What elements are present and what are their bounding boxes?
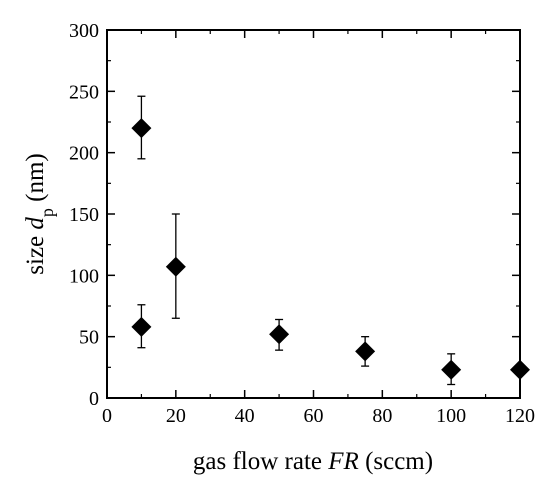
y-tick-label: 200 bbox=[69, 143, 99, 165]
y-tick-label: 50 bbox=[79, 327, 99, 349]
y-tick-label: 100 bbox=[69, 265, 99, 287]
axis-ticks bbox=[106, 29, 521, 399]
y-tick-label: 0 bbox=[89, 388, 99, 410]
y-axis-label: size dp (nm) bbox=[22, 153, 57, 274]
data-point bbox=[131, 118, 152, 139]
data-markers bbox=[131, 118, 530, 380]
x-tick-label: 40 bbox=[235, 405, 255, 427]
data-point bbox=[441, 359, 462, 380]
data-point bbox=[269, 324, 290, 345]
data-point bbox=[355, 341, 376, 362]
x-tick-label: 120 bbox=[505, 405, 535, 427]
y-tick-label: 150 bbox=[69, 204, 99, 226]
y-tick-label: 300 bbox=[69, 20, 99, 42]
x-tick-label: 20 bbox=[166, 405, 186, 427]
plot-frame bbox=[106, 29, 521, 399]
x-tick-label: 80 bbox=[372, 405, 392, 427]
x-tick-label: 60 bbox=[304, 405, 324, 427]
y-tick-label: 250 bbox=[69, 81, 99, 103]
tick-labels: 0 20 40 60 80 100 120 0 50 100 150 200 250 300 bbox=[69, 20, 535, 427]
error-bars bbox=[137, 95, 456, 386]
data-point bbox=[165, 256, 186, 277]
x-tick-label: 100 bbox=[436, 405, 466, 427]
x-axis-label: gas flow rate FR (sccm) bbox=[193, 448, 433, 475]
x-tick-label: 0 bbox=[102, 405, 112, 427]
data-point bbox=[131, 316, 152, 337]
